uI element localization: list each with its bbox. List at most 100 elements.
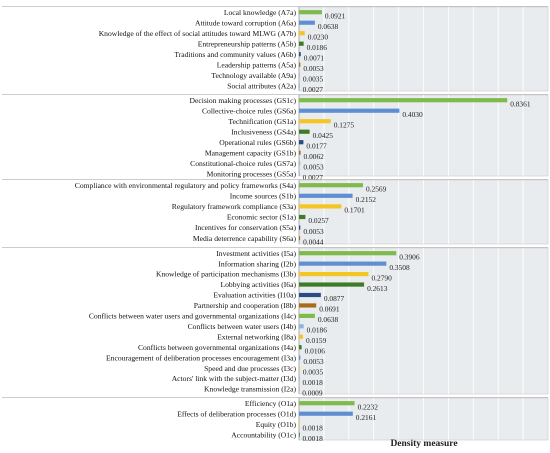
category-label: Equity (O1b) bbox=[256, 420, 297, 429]
data-label: 0.2232 bbox=[358, 402, 379, 411]
chart-panels: Local knowledge (A7a) 0.0921 Attitude towa… bbox=[2, 6, 549, 443]
data-bar bbox=[299, 129, 310, 134]
category-label: Actors' link with the subject-matter (I3… bbox=[172, 374, 297, 383]
data-bar bbox=[299, 98, 508, 103]
panel-3: Compliance with environmental regulatory… bbox=[2, 179, 549, 246]
category-label: Traditions and community values (A6b) bbox=[174, 50, 296, 59]
data-bar bbox=[299, 225, 301, 230]
data-bar bbox=[299, 214, 306, 220]
data-label: 0.0044 bbox=[303, 237, 324, 246]
category-label: Inclusiveness (GS4a) bbox=[231, 127, 296, 136]
data-label: 0.0691 bbox=[319, 305, 340, 314]
data-label: 0.0035 bbox=[303, 74, 324, 83]
category-label: Partnership and cooperation (I8b) bbox=[194, 301, 297, 310]
data-label: 0.0053 bbox=[303, 162, 324, 171]
data-bar bbox=[299, 386, 300, 392]
data-label: 0.4030 bbox=[402, 110, 423, 119]
data-bar bbox=[299, 324, 304, 329]
data-label: 0.0257 bbox=[308, 216, 329, 225]
category-label: Technification (GS1a) bbox=[228, 117, 296, 126]
data-label: 0.0018 bbox=[302, 434, 323, 443]
data-bar bbox=[299, 171, 300, 176]
data-label: 0.0186 bbox=[307, 326, 328, 335]
data-label: 0.2152 bbox=[356, 195, 377, 204]
data-label: 0.0053 bbox=[303, 357, 324, 366]
category-label: Social attributes (A2a) bbox=[227, 81, 296, 90]
category-label: Media deterrence capability (S6a) bbox=[193, 234, 297, 243]
data-bar bbox=[299, 313, 315, 318]
data-bar bbox=[299, 10, 322, 15]
data-bar bbox=[299, 366, 300, 371]
data-label: 0.2790 bbox=[371, 273, 392, 282]
data-bar bbox=[299, 261, 387, 266]
category-label: Constitutional-choice rules (GS7a) bbox=[190, 159, 296, 168]
data-bar bbox=[299, 161, 301, 166]
data-bar bbox=[299, 355, 301, 360]
data-label: 0.0877 bbox=[324, 294, 345, 303]
data-bar bbox=[299, 183, 363, 188]
data-bar bbox=[299, 282, 365, 287]
data-bar bbox=[299, 272, 369, 277]
category-label: Monitoring processes (GS5a) bbox=[207, 169, 297, 178]
data-bar bbox=[299, 108, 400, 113]
data-bar bbox=[299, 140, 304, 145]
data-label: 0.3906 bbox=[399, 252, 420, 261]
data-bar bbox=[299, 52, 301, 57]
data-bar bbox=[299, 150, 301, 155]
data-bar bbox=[299, 401, 355, 406]
category-label: Conflicts between water users (I4b) bbox=[188, 322, 297, 331]
data-bar bbox=[299, 73, 300, 78]
category-label: Accountability (O1c) bbox=[231, 430, 296, 439]
category-label: Attitude toward corruption (A6a) bbox=[195, 18, 296, 27]
category-label: Information sharing (I2b) bbox=[218, 259, 296, 268]
data-label: 0.0053 bbox=[303, 64, 324, 73]
data-label: 0.0053 bbox=[303, 227, 324, 236]
category-label: Incentives for conservation (S5a) bbox=[195, 223, 296, 232]
category-label: Investment activities (I5a) bbox=[216, 249, 296, 258]
data-label: 0.0027 bbox=[303, 173, 324, 182]
panel-2: Decision making processes (GS1c) 0.8361 Co… bbox=[2, 94, 549, 182]
data-bar bbox=[299, 422, 300, 427]
data-label: 0.8361 bbox=[510, 99, 531, 108]
category-label: Encouragement of deliberation processes … bbox=[106, 353, 296, 362]
data-bar bbox=[299, 345, 302, 350]
data-label: 0.1275 bbox=[334, 120, 355, 129]
data-label: 0.2161 bbox=[356, 413, 377, 422]
data-bar bbox=[299, 292, 321, 298]
data-bar bbox=[299, 251, 397, 256]
category-label: Operational rules (GS6b) bbox=[219, 138, 296, 147]
category-label: Knowledge of participation mechanisms (I… bbox=[156, 270, 296, 279]
data-bar bbox=[299, 303, 317, 308]
data-label: 0.1701 bbox=[344, 206, 365, 215]
category-label: External networking (I8a) bbox=[217, 332, 296, 341]
panel-5: Efficiency (O1a) 0.2232 Effects of deliber… bbox=[2, 397, 549, 443]
category-label: Economic sector (S1a) bbox=[227, 213, 297, 222]
data-bar bbox=[299, 20, 315, 25]
data-label: 0.0018 bbox=[302, 378, 323, 387]
data-bar bbox=[299, 31, 305, 36]
category-label: Income sources (S1b) bbox=[230, 191, 297, 200]
x-axis-label: Density measure bbox=[390, 439, 457, 449]
panel-1: Local knowledge (A7a) 0.0921 Attitude towa… bbox=[2, 6, 549, 94]
data-label: 0.3508 bbox=[389, 263, 410, 272]
data-label: 0.0035 bbox=[303, 367, 324, 376]
data-bar bbox=[299, 376, 300, 381]
data-label: 0.2569 bbox=[366, 184, 387, 193]
category-label: Conflicts between governmental organizat… bbox=[138, 343, 296, 352]
category-label: Conflicts between water users and govern… bbox=[89, 312, 297, 321]
category-label: Leadership patterns (A5a) bbox=[217, 60, 297, 69]
data-bar bbox=[299, 432, 300, 437]
category-label: Regulatory framework compliance (S3a) bbox=[172, 202, 297, 211]
category-label: Knowledge of the effect of social attitu… bbox=[99, 29, 297, 38]
data-label: 0.0177 bbox=[306, 141, 327, 150]
data-label: 0.0018 bbox=[302, 423, 323, 432]
category-label: Efficiency (O1a) bbox=[245, 399, 297, 408]
data-label: 0.0425 bbox=[313, 131, 334, 140]
data-bar bbox=[299, 62, 301, 67]
data-label: 0.0062 bbox=[304, 152, 325, 161]
data-bar bbox=[299, 204, 342, 209]
data-label: 0.0159 bbox=[306, 336, 327, 345]
data-label: 0.0921 bbox=[325, 11, 346, 20]
category-label: Decision making processes (GS1c) bbox=[190, 96, 297, 105]
data-label: 0.0106 bbox=[305, 346, 326, 355]
